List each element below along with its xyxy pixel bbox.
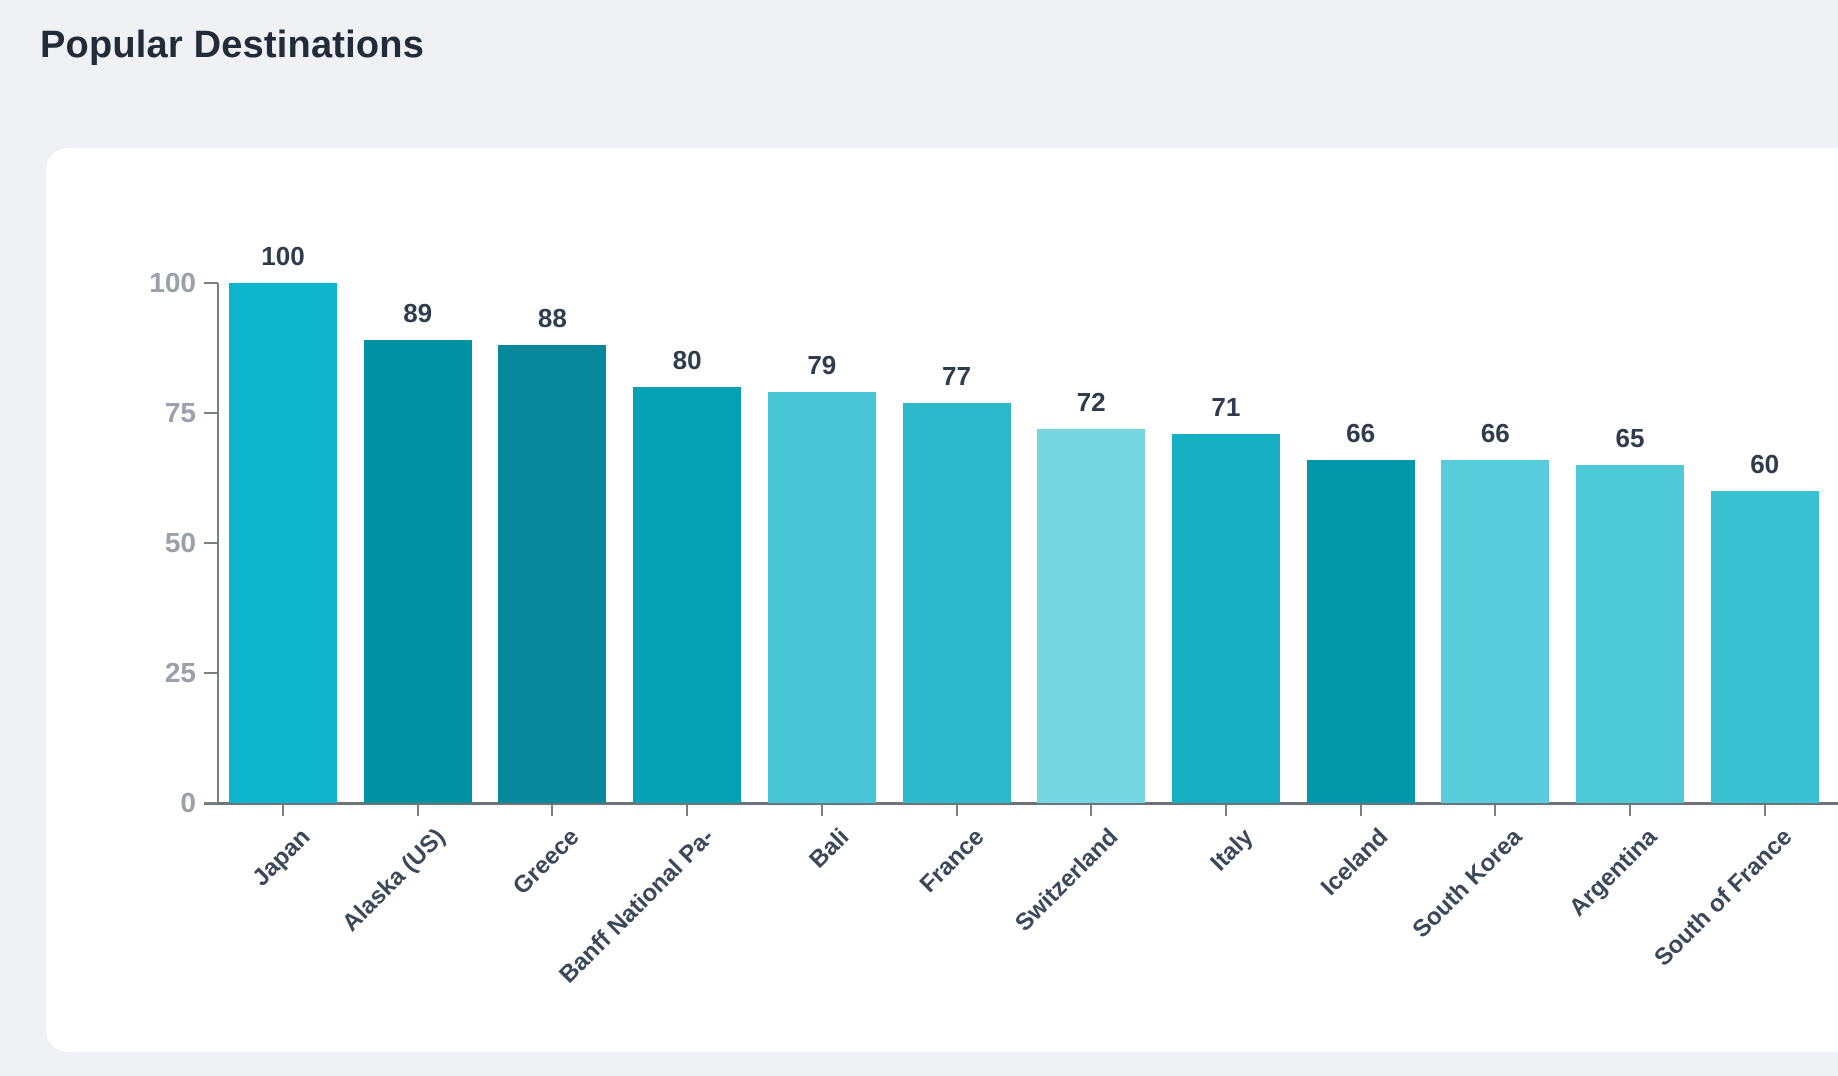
y-axis-tick-label: 50 xyxy=(164,527,196,558)
bar-japan[interactable] xyxy=(229,283,337,803)
x-axis-category-label: Greece xyxy=(508,823,585,900)
x-axis-tick xyxy=(686,805,689,816)
y-axis-tick-label: 75 xyxy=(164,397,196,428)
bar-value-label: 66 xyxy=(1480,417,1510,448)
bar-value-label: 80 xyxy=(672,345,702,375)
x-axis-tick xyxy=(551,805,554,816)
bar-greece[interactable] xyxy=(498,345,607,803)
bar-value-label: 72 xyxy=(1076,386,1106,417)
bar-france[interactable] xyxy=(902,402,1011,803)
x-axis-category-label: South of France xyxy=(1648,823,1798,972)
bar-value-label: 66 xyxy=(1346,417,1376,448)
y-axis-tick xyxy=(204,802,218,804)
x-axis-tick xyxy=(1629,805,1631,816)
bar-banff-national-pa[interactable] xyxy=(633,387,742,803)
x-axis-category-label: Japan xyxy=(247,823,316,892)
bar-value-label: 65 xyxy=(1615,423,1645,453)
x-axis-category-label: Italy xyxy=(1205,823,1259,877)
bar-bali[interactable] xyxy=(767,392,876,803)
x-axis-tick xyxy=(416,805,419,816)
x-axis-category-label: Argentina xyxy=(1564,823,1663,922)
page-title: Popular Destinations xyxy=(40,24,425,66)
bar-iceland[interactable] xyxy=(1306,459,1415,803)
y-axis-tick xyxy=(204,412,218,414)
x-axis-category-label: Iceland xyxy=(1315,823,1393,901)
y-axis-line xyxy=(217,283,219,805)
bar-switzerland[interactable] xyxy=(1037,428,1146,803)
x-axis-category-label: Alaska (US) xyxy=(336,823,451,937)
x-axis-tick xyxy=(1090,805,1093,816)
x-axis-tick xyxy=(1359,805,1362,816)
bar-south-korea[interactable] xyxy=(1441,459,1550,803)
x-axis-tick xyxy=(1763,805,1766,816)
bar-value-label: 77 xyxy=(942,360,971,391)
x-axis-line xyxy=(204,802,1838,805)
y-axis-tick xyxy=(204,542,218,544)
chart-card: 0 25 50 75 100 100 Japan 89 Alaska (US) 88 Greece 8… xyxy=(46,148,1838,1052)
bar-value-label: 100 xyxy=(261,241,305,271)
x-axis-category-label: Bali xyxy=(803,823,855,874)
x-axis-category-label: South Korea xyxy=(1407,823,1528,944)
bar-italy[interactable] xyxy=(1171,433,1280,803)
bar-alaska-us[interactable] xyxy=(363,340,472,803)
bar-value-label: 71 xyxy=(1211,391,1241,422)
y-axis-tick-label: 0 xyxy=(180,787,196,818)
bar-value-label: 79 xyxy=(807,350,837,381)
bar-value-label: 89 xyxy=(403,298,433,329)
y-axis-tick-label: 25 xyxy=(164,657,196,688)
y-axis-tick xyxy=(204,672,218,674)
y-axis-tick-label: 100 xyxy=(149,267,196,298)
x-axis-tick xyxy=(1494,805,1497,816)
x-axis-category-label: France xyxy=(914,823,989,899)
bar-chart: 0 25 50 75 100 100 Japan 89 Alaska (US) 88 Greece 8… xyxy=(46,148,1838,1052)
x-axis-tick xyxy=(1224,805,1227,816)
bar-argentina[interactable] xyxy=(1576,465,1684,803)
x-axis-tick xyxy=(820,805,823,816)
bar-south-of-france[interactable] xyxy=(1710,491,1819,803)
bar-value-label: 88 xyxy=(537,303,567,334)
x-axis-tick xyxy=(955,805,958,816)
x-axis-category-label: Banff National Pa- xyxy=(554,823,720,989)
bar-value-label: 60 xyxy=(1750,449,1780,479)
y-axis-tick xyxy=(204,282,218,284)
x-axis-tick xyxy=(282,805,284,816)
x-axis-category-label: Switzerland xyxy=(1010,823,1124,937)
